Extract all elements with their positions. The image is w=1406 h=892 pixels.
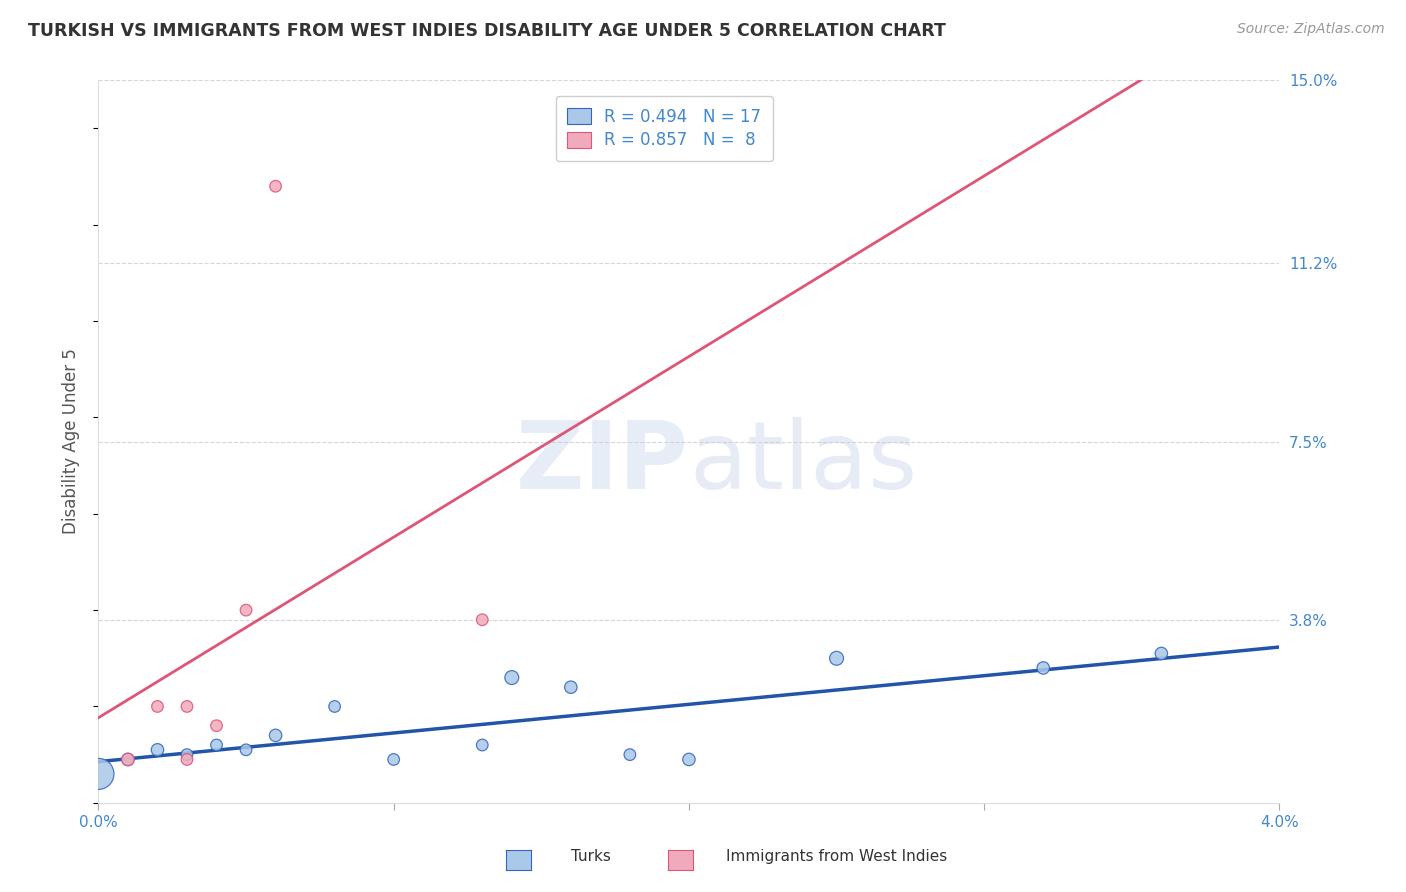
Text: Source: ZipAtlas.com: Source: ZipAtlas.com: [1237, 22, 1385, 37]
Point: [825, 651, 848, 665]
Point: [560, 680, 582, 694]
Point: [117, 752, 139, 766]
Point: [235, 603, 257, 617]
Point: [619, 747, 641, 762]
Point: [176, 747, 198, 762]
Point: [235, 743, 257, 757]
Point: [176, 699, 198, 714]
Text: Immigrants from West Indies: Immigrants from West Indies: [725, 849, 948, 863]
Point: [1032, 661, 1054, 675]
Y-axis label: Disability Age Under 5: Disability Age Under 5: [62, 349, 80, 534]
Point: [117, 752, 139, 766]
Point: [146, 699, 169, 714]
Point: [264, 728, 287, 742]
Point: [471, 613, 494, 627]
Legend: R = 0.494   N = 17, R = 0.857   N =  8: R = 0.494 N = 17, R = 0.857 N = 8: [555, 95, 772, 161]
Text: atlas: atlas: [689, 417, 917, 509]
Point: [1150, 647, 1173, 661]
Point: [205, 738, 228, 752]
Point: [382, 752, 405, 766]
Text: ZIP: ZIP: [516, 417, 689, 509]
Point: [264, 179, 287, 194]
Point: [146, 743, 169, 757]
Point: [323, 699, 346, 714]
Point: [176, 752, 198, 766]
Point: [678, 752, 700, 766]
Point: [501, 671, 523, 685]
Text: TURKISH VS IMMIGRANTS FROM WEST INDIES DISABILITY AGE UNDER 5 CORRELATION CHART: TURKISH VS IMMIGRANTS FROM WEST INDIES D…: [28, 22, 946, 40]
Text: Turks: Turks: [571, 849, 610, 863]
Point: [205, 719, 228, 733]
Point: [471, 738, 494, 752]
Point: [87, 767, 110, 781]
